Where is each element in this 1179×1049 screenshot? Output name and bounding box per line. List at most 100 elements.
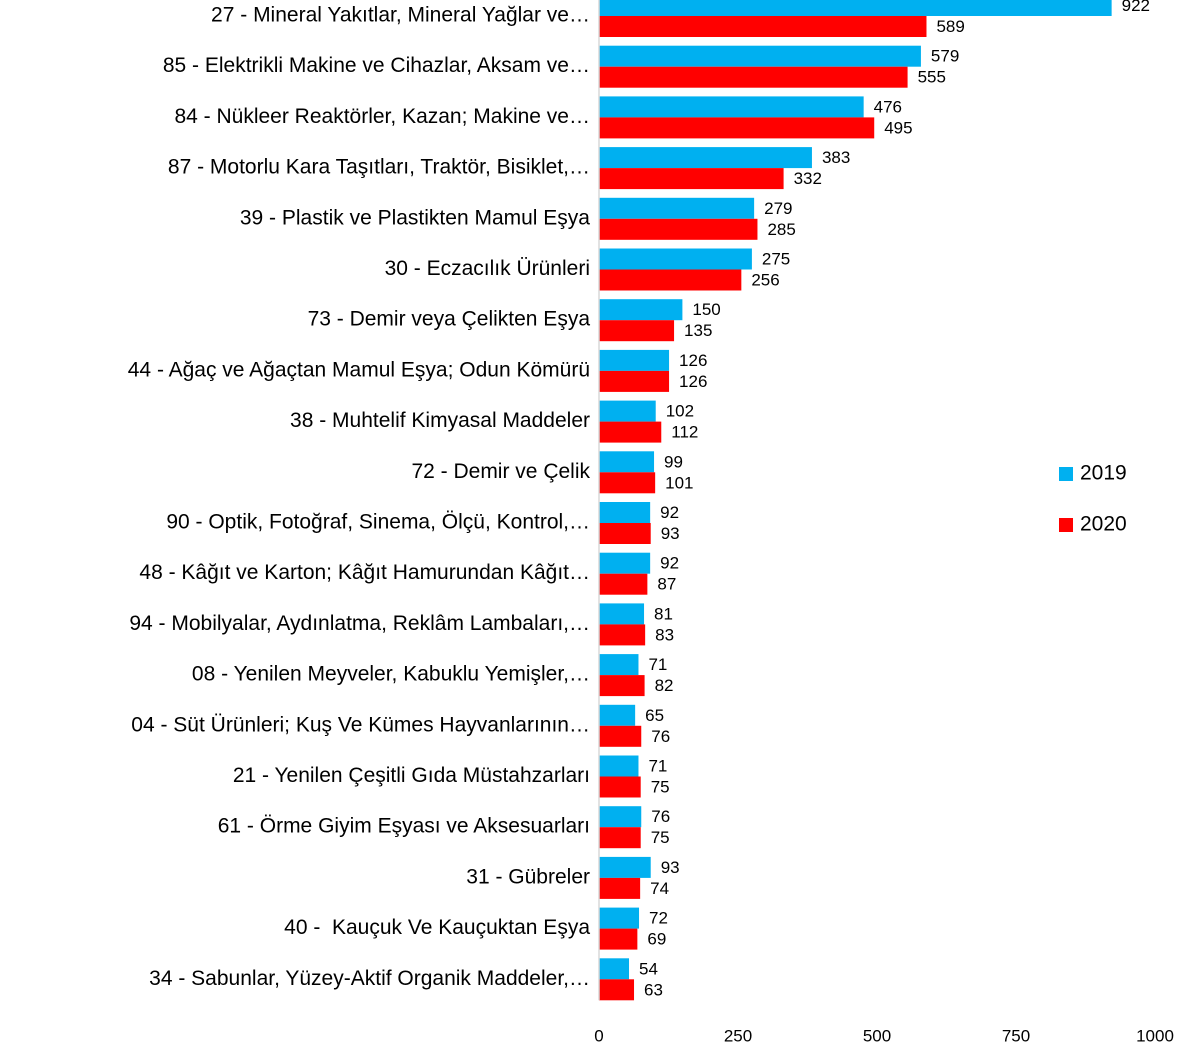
bar [599, 197, 755, 219]
bar [599, 147, 812, 169]
value-label: 126 [679, 372, 707, 391]
bar [599, 218, 758, 240]
bar [599, 248, 752, 270]
value-label: 76 [651, 807, 670, 826]
category-label: 34 - Sabunlar, Yüzey-Aktif Organik Madde… [149, 967, 590, 990]
value-label: 476 [874, 97, 902, 116]
value-label: 71 [648, 756, 667, 775]
value-label: 275 [762, 249, 790, 268]
value-label: 285 [767, 220, 795, 239]
value-label: 332 [794, 169, 822, 188]
x-tick-label: 0 [594, 1026, 603, 1045]
bar [599, 654, 639, 676]
category-label: 40 - Kauçuk Ve Kauçuktan Eşya [284, 916, 590, 939]
category-label: 87 - Motorlu Kara Taşıtları, Traktör, Bi… [168, 156, 590, 179]
value-label: 589 [936, 17, 964, 36]
bar [599, 370, 670, 392]
value-label: 555 [918, 68, 946, 87]
bar [599, 603, 645, 625]
category-label: 48 - Kâğıt ve Karton; Kâğıt Hamurundan K… [139, 561, 590, 584]
bar [599, 299, 683, 321]
bar [599, 704, 636, 726]
bar [599, 856, 651, 878]
value-label: 92 [660, 554, 679, 573]
bar [599, 979, 635, 1001]
bar [599, 573, 648, 595]
x-tick-label: 250 [724, 1026, 752, 1045]
bar [599, 907, 640, 929]
bar [599, 45, 921, 67]
bar [599, 806, 642, 828]
value-label: 69 [647, 930, 666, 949]
bar [599, 349, 670, 371]
bar [599, 0, 1112, 16]
category-label: 30 - Eczacılık Ürünleri [385, 257, 590, 280]
value-label: 126 [679, 351, 707, 370]
bar [599, 675, 645, 697]
value-label: 135 [684, 321, 712, 340]
value-label: 82 [655, 676, 674, 695]
value-label: 150 [692, 300, 720, 319]
legend-label: 2019 [1080, 462, 1127, 485]
category-label: 61 - Örme Giyim Eşyası ve Aksesuarları [218, 815, 590, 838]
bar [599, 400, 656, 422]
value-label: 75 [651, 777, 670, 796]
legend-label: 2020 [1080, 513, 1127, 536]
x-tick-label: 500 [863, 1026, 891, 1045]
value-label: 63 [644, 980, 663, 999]
category-label: 04 - Süt Ürünleri; Kuş Ve Kümes Hayvanla… [131, 713, 590, 736]
value-label: 76 [651, 727, 670, 746]
value-label: 102 [666, 402, 694, 421]
value-label: 93 [661, 524, 680, 543]
category-label: 39 - Plastik ve Plastikten Mamul Eşya [240, 206, 590, 229]
bar [599, 827, 641, 849]
bar [599, 523, 651, 544]
value-label: 101 [665, 473, 693, 492]
value-label: 81 [654, 604, 673, 623]
category-label: 38 - Muhtelif Kimyasal Maddeler [290, 409, 590, 432]
category-label: 94 - Mobilyalar, Aydınlatma, Reklâm Lamb… [129, 612, 590, 635]
category-label: 72 - Demir ve Çelik [411, 460, 590, 483]
category-label: 31 - Gübreler [466, 865, 590, 888]
value-label: 87 [657, 575, 676, 594]
bar [599, 552, 651, 574]
bar [599, 958, 630, 980]
category-label: 85 - Elektrikli Makine ve Cihazlar, Aksa… [163, 54, 590, 77]
bar [599, 877, 641, 899]
value-label: 65 [645, 706, 664, 725]
bar [599, 502, 651, 523]
bar [599, 725, 642, 747]
legend-swatch [1059, 467, 1073, 481]
value-label: 54 [639, 959, 658, 978]
bar [599, 472, 656, 494]
bar [599, 269, 742, 291]
bar [599, 66, 908, 88]
value-label: 495 [884, 118, 912, 137]
value-label: 71 [648, 655, 667, 674]
bar [599, 776, 641, 798]
value-label: 75 [651, 828, 670, 847]
bar [599, 755, 639, 777]
bar [599, 928, 638, 950]
value-label: 93 [661, 858, 680, 877]
legend-swatch [1059, 518, 1073, 532]
category-label: 27 - Mineral Yakıtlar, Mineral Yağlar ve… [211, 4, 590, 27]
x-tick-label: 1000 [1136, 1026, 1174, 1045]
bar [599, 320, 675, 342]
value-label: 72 [649, 909, 668, 928]
bar [599, 117, 875, 139]
category-label: 84 - Nükleer Reaktörler, Kazan; Makine v… [174, 105, 590, 128]
category-label: 90 - Optik, Fotoğraf, Sinema, Ölçü, Kont… [166, 511, 590, 534]
value-label: 256 [751, 270, 779, 289]
x-tick-label: 750 [1002, 1026, 1030, 1045]
value-label: 579 [931, 47, 959, 66]
bar [599, 168, 784, 190]
value-label: 99 [664, 452, 683, 471]
value-label: 92 [660, 503, 679, 522]
category-label: 73 - Demir veya Çelikten Eşya [308, 308, 591, 331]
bar [599, 96, 864, 118]
value-label: 279 [764, 199, 792, 218]
bar [599, 624, 646, 646]
value-label: 922 [1122, 0, 1150, 15]
